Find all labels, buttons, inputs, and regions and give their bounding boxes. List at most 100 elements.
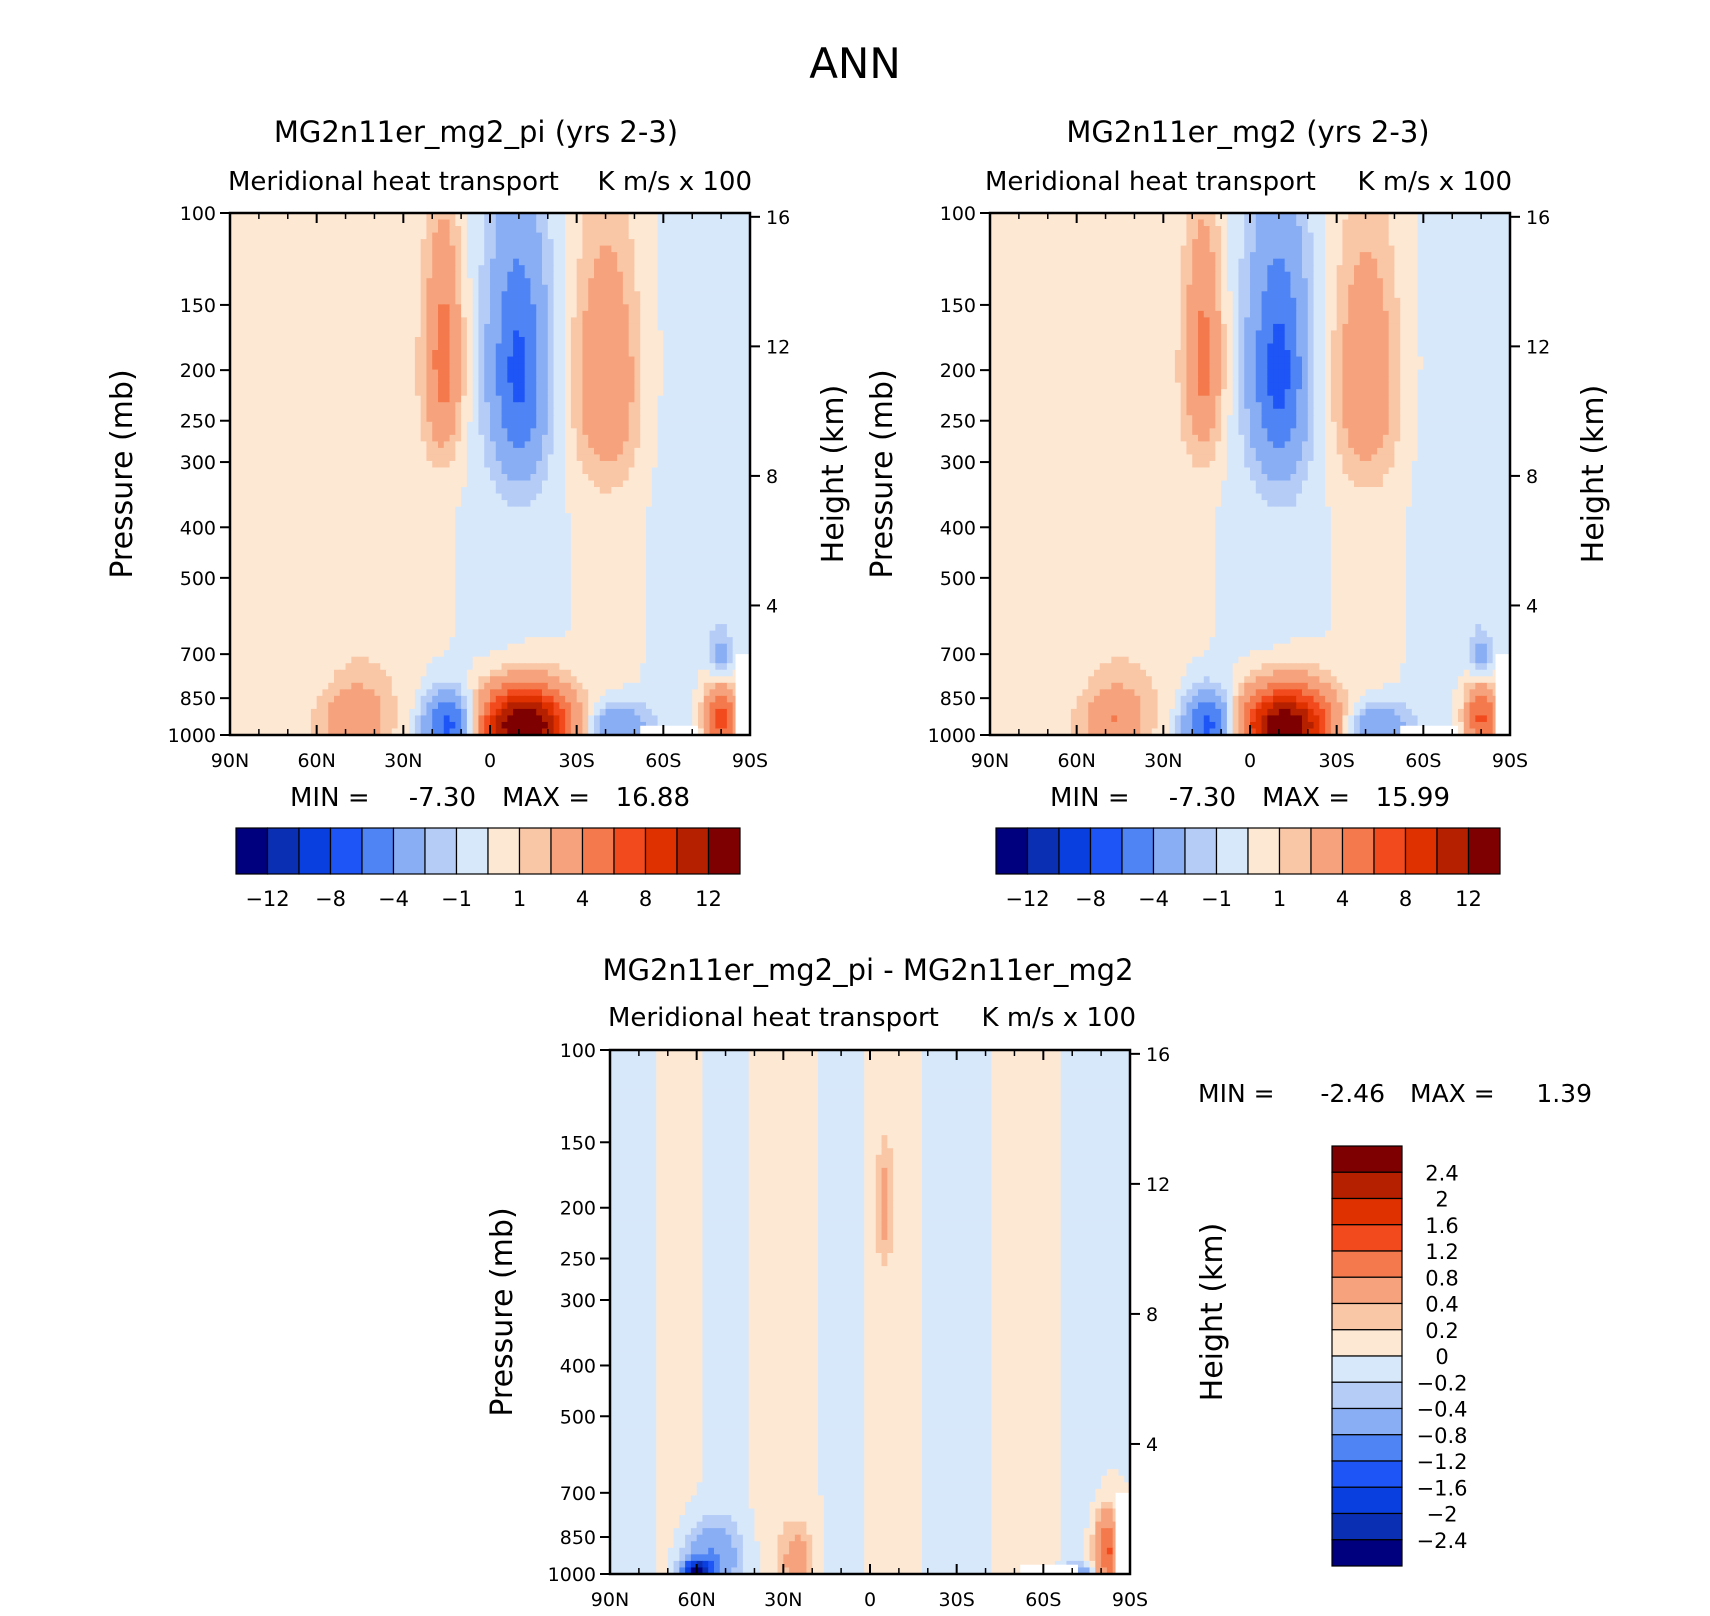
- field-cell: [258, 467, 266, 475]
- field-cell: [628, 350, 636, 358]
- field-cell: [264, 408, 272, 416]
- field-cell: [588, 304, 595, 312]
- field-cell: [663, 291, 670, 299]
- field-cell: [235, 350, 243, 358]
- field-cell: [669, 480, 676, 488]
- field-cell: [553, 271, 560, 279]
- field-cell: [484, 408, 491, 416]
- field-cell: [513, 330, 520, 338]
- field-cell: [692, 474, 699, 482]
- field-cell: [449, 310, 456, 319]
- field-cell: [703, 376, 711, 384]
- field-cell: [611, 454, 618, 462]
- field-cell: [692, 467, 699, 475]
- field-cell: [426, 356, 433, 364]
- field-cell: [721, 408, 728, 416]
- field-cell: [316, 571, 324, 580]
- field-cell: [345, 232, 352, 240]
- field-cell: [594, 382, 601, 390]
- field-cell: [570, 415, 578, 423]
- field-cell: [686, 226, 693, 234]
- field-cell: [732, 252, 740, 260]
- field-cell: [466, 434, 474, 442]
- field-cell: [391, 239, 399, 247]
- field-cell: [605, 323, 612, 332]
- field-cell: [253, 317, 260, 325]
- field-cell: [507, 402, 514, 410]
- field-cell: [432, 336, 439, 345]
- field-cell: [738, 415, 745, 423]
- field-cell: [264, 336, 272, 345]
- field-cell: [293, 271, 300, 279]
- field-cell: [391, 487, 399, 495]
- field-cell: [709, 539, 716, 547]
- field-cell: [466, 252, 474, 260]
- field-cell: [339, 265, 347, 273]
- field-cell: [634, 252, 641, 260]
- field-cell: [316, 441, 324, 449]
- field-cell: [530, 317, 537, 325]
- field-cell: [570, 460, 578, 469]
- field-cell: [472, 480, 480, 488]
- field-cell: [276, 350, 283, 358]
- field-cell: [328, 226, 335, 234]
- field-cell: [403, 304, 410, 312]
- field-cell: [709, 389, 716, 397]
- field-cell: [438, 323, 445, 332]
- field-cell: [478, 291, 485, 299]
- field-cell: [253, 271, 260, 279]
- field-cell: [490, 245, 497, 253]
- field-cell: [466, 265, 474, 273]
- field-cell: [680, 552, 688, 560]
- field-cell: [651, 258, 659, 266]
- field-cell: [501, 487, 508, 495]
- field-cell: [611, 382, 618, 390]
- field-cell: [409, 565, 416, 573]
- field-cell: [501, 265, 508, 273]
- field-cell: [686, 376, 693, 384]
- field-cell: [443, 408, 451, 416]
- field-cell: [617, 226, 624, 234]
- field-cell: [305, 232, 312, 240]
- field-cell: [744, 474, 751, 482]
- field-cell: [490, 226, 497, 234]
- field-cell: [293, 389, 300, 397]
- field-cell: [495, 558, 503, 566]
- field-cell: [299, 330, 306, 338]
- field-cell: [594, 487, 601, 495]
- field-cell: [490, 369, 497, 377]
- field-cell: [599, 291, 607, 299]
- field-cell: [588, 376, 595, 384]
- field-cell: [501, 467, 508, 475]
- field-cell: [507, 487, 514, 495]
- field-cell: [611, 304, 618, 312]
- field-cell: [513, 493, 520, 501]
- field-cell: [357, 239, 364, 247]
- field-cell: [582, 317, 589, 325]
- field-cell: [692, 350, 699, 358]
- field-cell: [414, 532, 422, 540]
- field-cell: [663, 447, 670, 456]
- field-cell: [657, 252, 664, 260]
- field-cell: [403, 363, 410, 371]
- field-cell: [380, 369, 387, 377]
- field-cell: [322, 245, 329, 253]
- field-cell: [305, 434, 312, 442]
- field-cell: [472, 356, 480, 364]
- field-cell: [310, 500, 318, 508]
- field-cell: [565, 487, 572, 495]
- field-cell: [542, 421, 549, 429]
- field-cell: [310, 480, 318, 488]
- field-cell: [686, 434, 693, 442]
- field-cell: [651, 480, 659, 488]
- field-cell: [703, 245, 711, 253]
- field-cell: [253, 284, 260, 292]
- field-cell: [334, 506, 341, 514]
- field-cell: [310, 460, 318, 469]
- field-cell: [588, 467, 595, 475]
- field-cell: [235, 252, 243, 260]
- field-cell: [663, 213, 670, 221]
- field-cell: [432, 226, 439, 234]
- field-cell: [698, 402, 705, 410]
- field-cell: [721, 323, 728, 332]
